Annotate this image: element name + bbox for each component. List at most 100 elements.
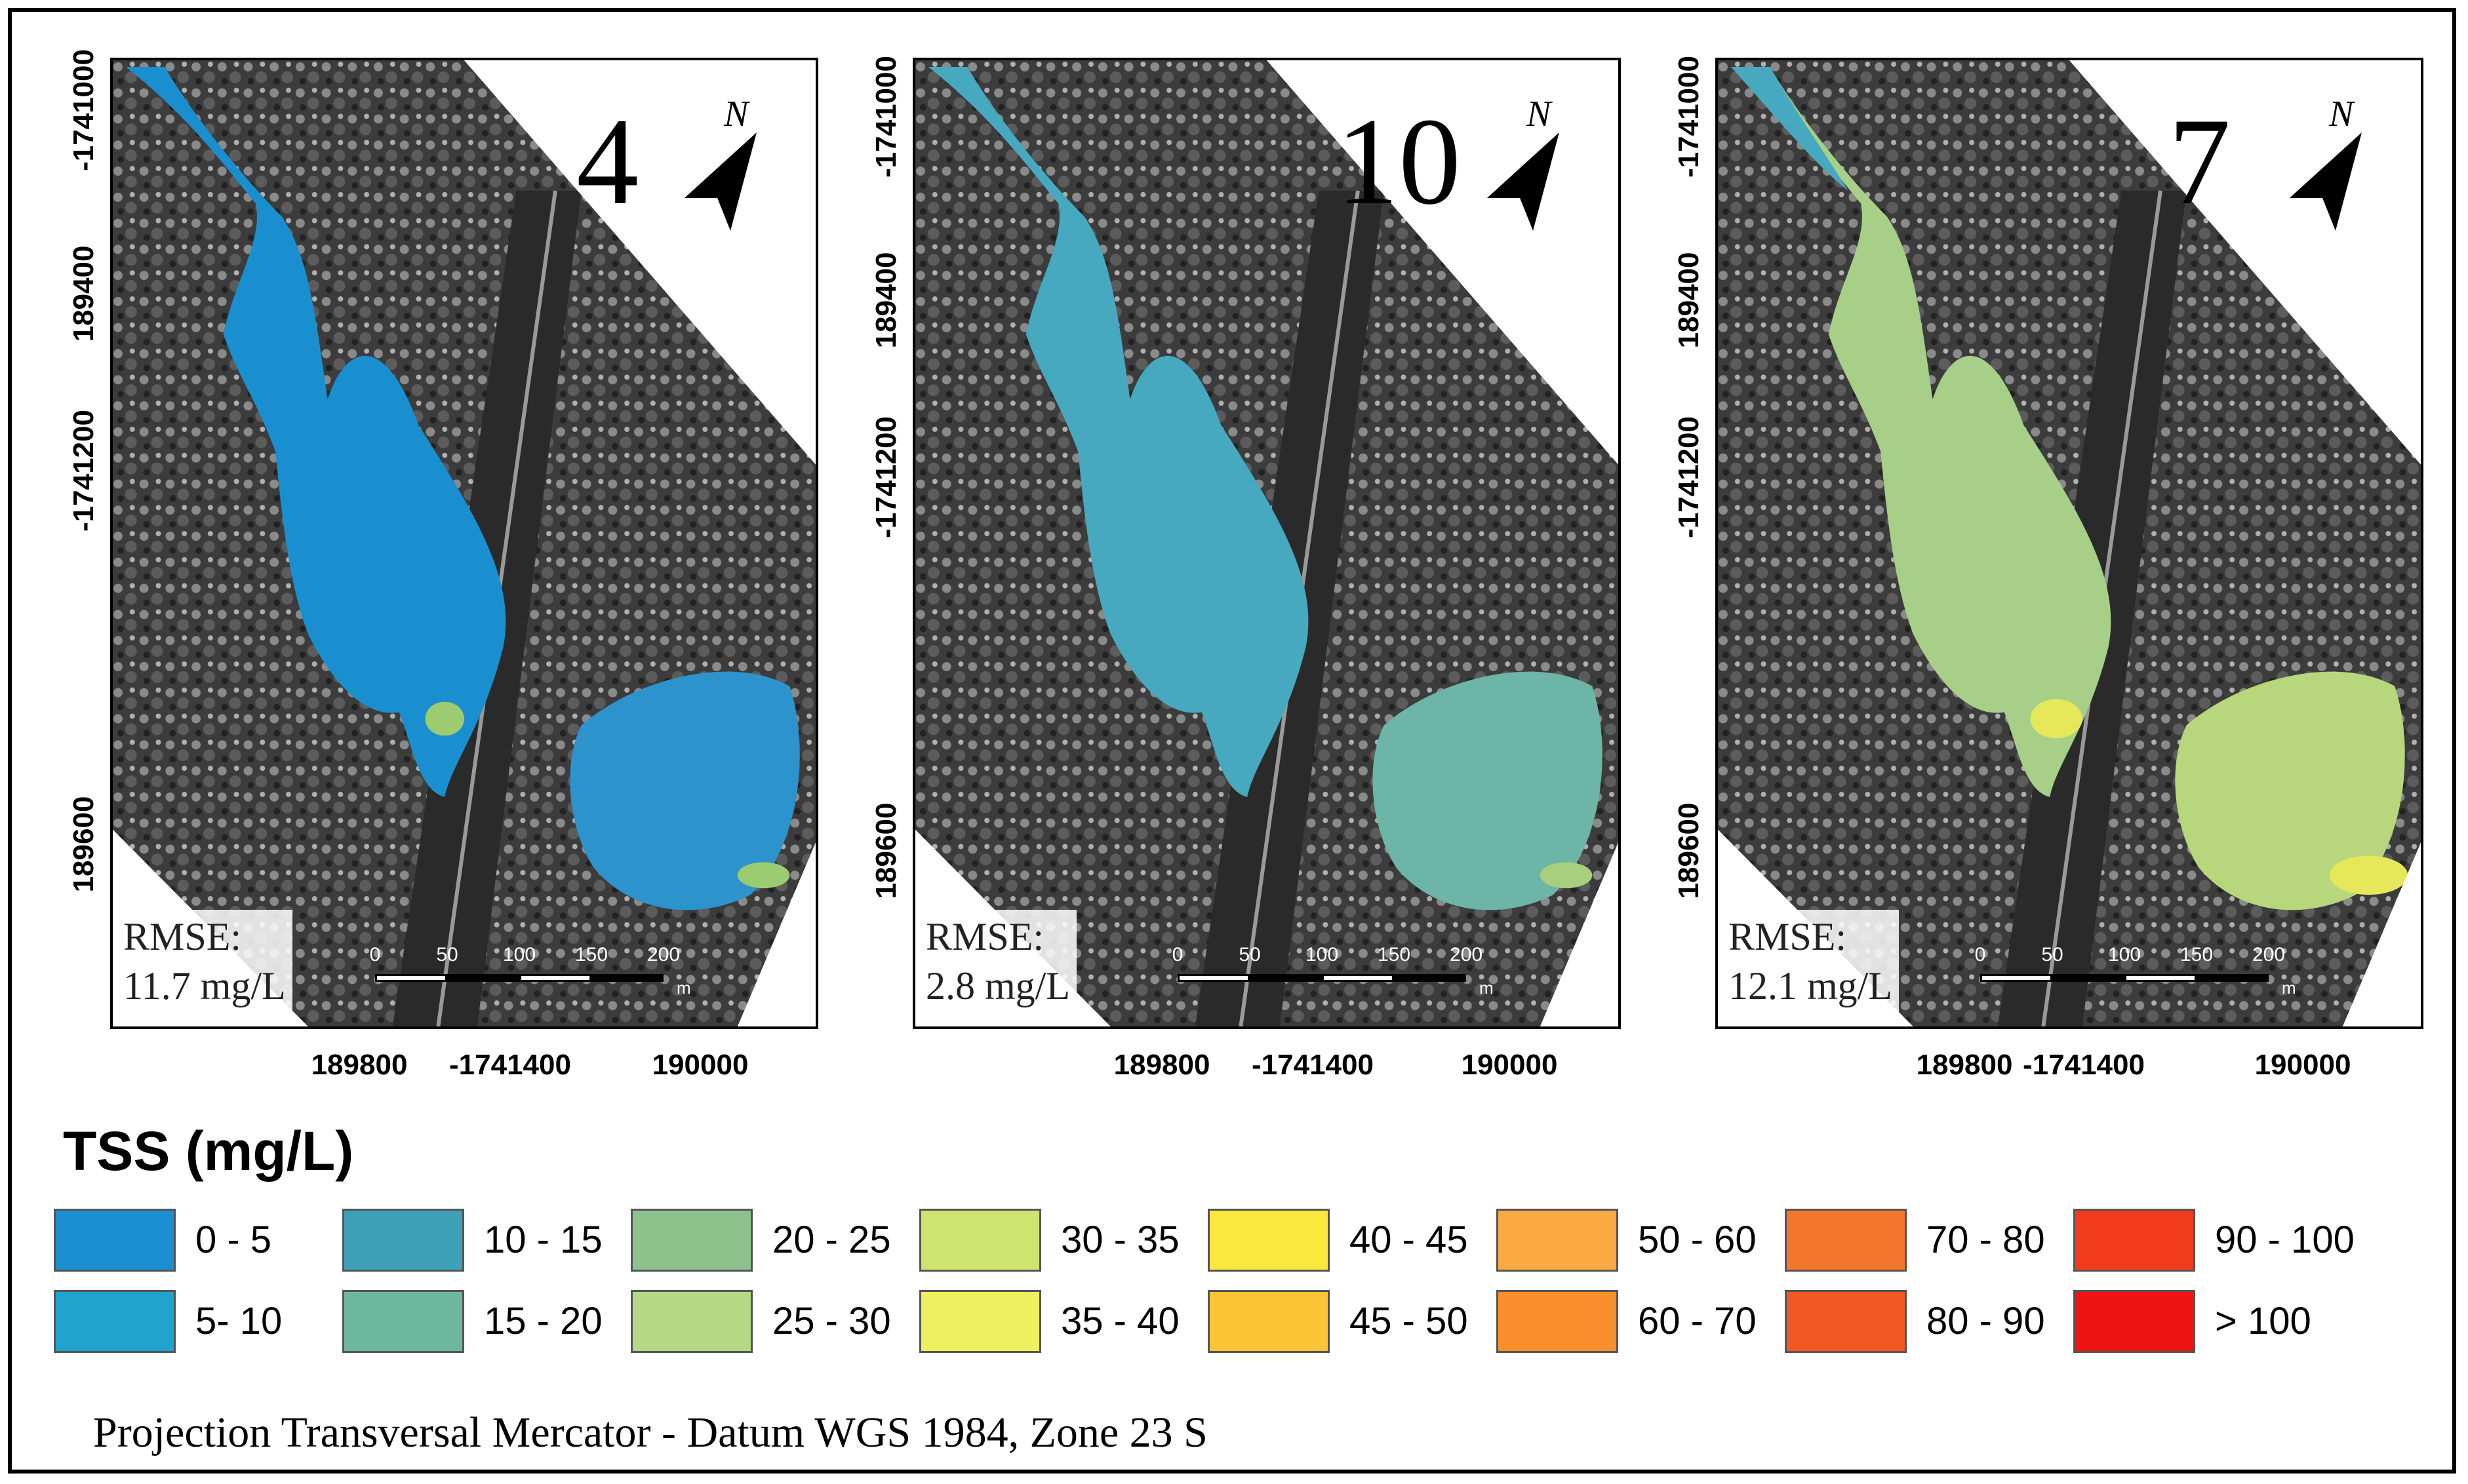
legend-swatch	[54, 1209, 176, 1272]
legend-swatch	[342, 1209, 464, 1272]
x-axis-label: 190000	[1461, 1049, 1558, 1081]
scale-bar: 0 50 100 150 200 m	[1171, 944, 1499, 998]
pond-water	[570, 671, 800, 910]
x-axis-label: 190000	[652, 1049, 749, 1081]
high-tss-patch	[425, 701, 464, 736]
legend-title: TSS (mg/L)	[63, 1120, 354, 1182]
north-letter: N	[1526, 94, 1553, 134]
legend-label: 5- 10	[195, 1300, 283, 1342]
pond-water	[2175, 671, 2405, 910]
legend-label: 20 - 25	[772, 1219, 891, 1261]
projection-note: Projection Transversal Mercator - Datum …	[93, 1409, 1208, 1456]
legend-swatch	[2073, 1209, 2195, 1272]
legend-swatch	[342, 1290, 464, 1353]
x-axis-label: -1741400	[449, 1049, 571, 1081]
legend-swatch	[1208, 1209, 1330, 1272]
y-axis-label: 189600	[870, 802, 902, 899]
legend-swatch	[1785, 1290, 1907, 1353]
legend-label: 70 - 80	[1926, 1219, 2045, 1261]
legend-label: > 100	[2215, 1300, 2311, 1342]
legend-swatch	[1496, 1209, 1618, 1272]
legend-swatch	[54, 1290, 176, 1353]
scenario-number: 7	[2168, 93, 2231, 231]
legend-label: 50 - 60	[1638, 1219, 1757, 1261]
rmse-box: RMSE: 11.7 mg/L	[117, 910, 292, 1013]
scale-tick: 50	[1239, 944, 1261, 966]
y-axis-label: 189400	[870, 252, 902, 349]
reservoir-water	[125, 66, 506, 797]
scale-tick: 200	[1449, 944, 1483, 966]
x-axis-label: 189800	[1113, 1049, 1210, 1081]
scale-tick: 200	[2252, 944, 2286, 966]
scale-tick: 0	[1974, 944, 1986, 966]
map-panel-3: 7 N RMSE: 12.1 mg/L 0 50 100 150 200 m	[1715, 58, 2423, 1029]
scale-unit: m	[677, 978, 691, 998]
legend-label: 10 - 15	[484, 1219, 603, 1261]
y-axis-label: 189600	[68, 796, 100, 893]
north-arrow-icon: N	[2290, 94, 2362, 231]
legend-label: 0 - 5	[195, 1219, 272, 1261]
north-arrow-icon: N	[1487, 94, 1559, 231]
legend-label: 35 - 40	[1061, 1300, 1180, 1342]
legend-swatch	[919, 1290, 1041, 1353]
legend-label: 15 - 20	[484, 1300, 603, 1342]
y-axis-label: -1741000	[1673, 56, 1705, 178]
scale-tick: 150	[1377, 944, 1411, 966]
legend-swatch	[631, 1290, 753, 1353]
y-axis-label: -1741000	[870, 56, 902, 178]
rmse-value: 11.7 mg/L	[123, 964, 286, 1007]
reservoir-water	[1730, 66, 2111, 797]
scale-unit: m	[2282, 978, 2296, 998]
legend-label: 45 - 50	[1349, 1300, 1468, 1342]
scale-tick: 150	[2179, 944, 2214, 966]
legend-label: 90 - 100	[2215, 1219, 2355, 1261]
legend-label: 30 - 35	[1061, 1219, 1180, 1261]
north-letter: N	[2328, 94, 2355, 134]
scale-tick: 0	[369, 944, 381, 966]
map-panel-2: 10 N RMSE: 2.8 mg/L 0 50 100 150 200 m	[913, 58, 1621, 1029]
legend-label: 40 - 45	[1349, 1219, 1468, 1261]
legend-label: 60 - 70	[1638, 1300, 1757, 1342]
rmse-value: 2.8 mg/L	[926, 964, 1070, 1007]
rmse-label: RMSE:	[926, 915, 1045, 958]
y-axis-label: -1741200	[68, 410, 100, 532]
map-image	[1718, 60, 2421, 1026]
y-axis-label: -1741200	[870, 416, 902, 538]
scale-tick: 150	[574, 944, 608, 966]
scale-bar: 0 50 100 150 200 m	[1974, 944, 2301, 998]
y-axis-label: -1741200	[1673, 416, 1705, 538]
rmse-label: RMSE:	[1728, 915, 1847, 958]
legend-swatch	[1496, 1290, 1618, 1353]
scenario-number: 10	[1336, 93, 1461, 231]
legend-swatch	[2073, 1290, 2195, 1353]
x-axis-label: 190000	[2254, 1049, 2351, 1081]
legend-swatch	[1785, 1209, 1907, 1272]
scale-tick: 100	[1305, 944, 1339, 966]
scale-unit: m	[1479, 978, 1494, 998]
low-tss-channel	[1730, 66, 1848, 191]
high-tss-patch	[1540, 862, 1593, 889]
y-axis-label: 189400	[1673, 252, 1705, 349]
north-arrow-icon: N	[685, 94, 757, 231]
figure-frame: 4 N RMSE: 11.7 mg/L 0 50 100 150 200 m	[8, 8, 2456, 1474]
map-panel-1: 4 N RMSE: 11.7 mg/L 0 50 100 150 200 m	[110, 58, 818, 1029]
scenario-number: 4	[576, 93, 639, 231]
y-axis-label: 189600	[1673, 802, 1705, 899]
high-tss-patch	[2030, 699, 2082, 739]
scale-tick: 100	[502, 944, 536, 966]
scale-tick: 50	[2041, 944, 2063, 966]
scale-tick: 0	[1172, 944, 1184, 966]
x-axis-label: -1741400	[2023, 1049, 2145, 1081]
y-axis-label: 189400	[68, 245, 100, 342]
scale-tick: 50	[436, 944, 458, 966]
scale-tick: 200	[647, 944, 681, 966]
rmse-value: 12.1 mg/L	[1728, 964, 1892, 1007]
high-tss-patch	[2330, 855, 2408, 895]
rmse-box: RMSE: 2.8 mg/L	[919, 910, 1077, 1013]
reservoir-water	[928, 66, 1309, 797]
pond-water	[1372, 671, 1602, 910]
legend-swatch	[631, 1209, 753, 1272]
high-tss-patch	[737, 862, 790, 889]
north-letter: N	[723, 94, 750, 134]
legend-swatch	[919, 1209, 1041, 1272]
